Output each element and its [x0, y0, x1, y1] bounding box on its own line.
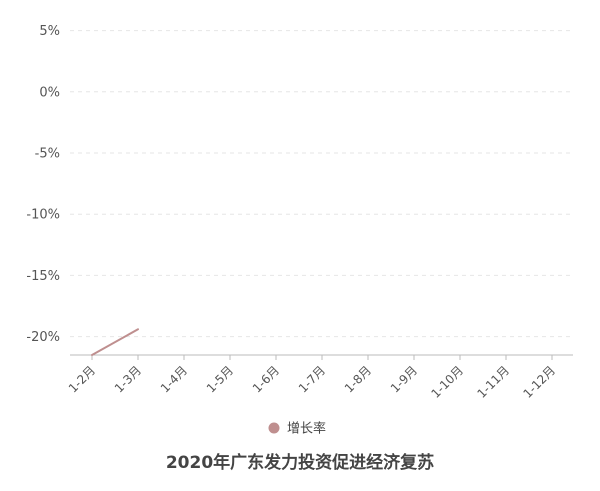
x-tick-label: 1-11月	[474, 363, 512, 401]
x-tick-label: 1-3月	[112, 363, 144, 395]
x-tick-label: 1-2月	[66, 363, 98, 395]
series-lines	[91, 328, 139, 356]
y-tick-label: 0%	[39, 85, 60, 100]
x-tick-label: 1-4月	[158, 363, 190, 395]
x-tick-label: 1-5月	[204, 363, 236, 395]
x-tick-label: 1-6月	[250, 363, 282, 395]
y-tick-label: -20%	[26, 330, 60, 345]
chart-title: 2020年广东发力投资促进经济复苏	[166, 452, 434, 473]
x-tick-label: 1-7月	[296, 363, 328, 395]
x-tick-label: 1-10月	[428, 363, 466, 401]
legend[interactable]: 增长率	[268, 421, 327, 437]
legend-label-growth-rate: 增长率	[287, 421, 326, 437]
y-axis-ticks: 5% 0% -5% -10% -15% -20%	[26, 24, 60, 345]
legend-marker	[268, 422, 280, 434]
series-line-0	[91, 328, 139, 356]
x-tick-label: 1-9月	[388, 363, 420, 395]
x-axis-tickmarks	[91, 355, 553, 360]
x-tick-label: 1-12月	[520, 363, 558, 401]
x-axis-ticks: 1-2月 1-3月 1-4月 1-5月 1-6月 1-7月 1-8月 1-9月 1-10月 1-1…	[66, 363, 558, 401]
y-tick-label: -5%	[35, 147, 60, 162]
y-tick-label: -10%	[26, 208, 60, 223]
y-tick-label: -15%	[26, 269, 60, 284]
y-tick-label: 5%	[39, 24, 60, 39]
x-tick-label: 1-8月	[342, 363, 374, 395]
y-gridlines	[70, 30, 573, 338]
